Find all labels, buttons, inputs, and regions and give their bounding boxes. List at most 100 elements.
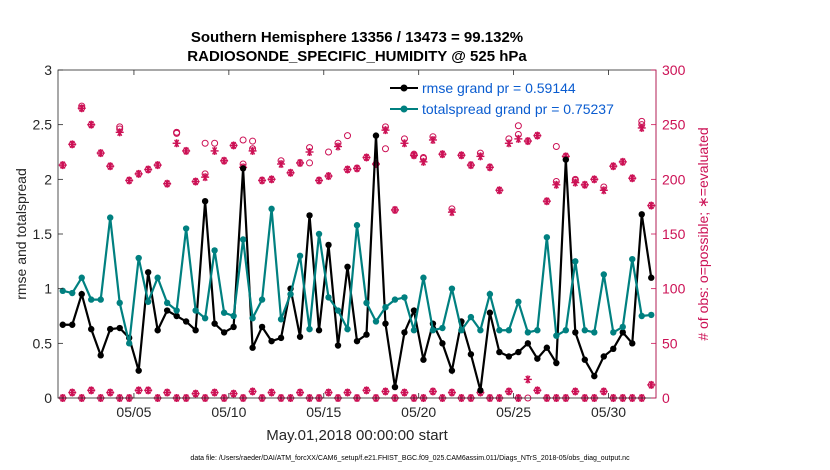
series-point-totalspread bbox=[306, 325, 313, 333]
x-tick-label: 05/15 bbox=[306, 404, 341, 420]
obs-evaluated-marker bbox=[220, 156, 229, 165]
series-point-totalspread bbox=[581, 327, 589, 334]
obs-evaluated-marker bbox=[191, 177, 200, 186]
series-point-totalspread bbox=[572, 258, 579, 265]
series-point-rmse bbox=[363, 331, 370, 338]
obs-evaluated-marker bbox=[115, 128, 124, 137]
obs-possible-marker bbox=[514, 122, 522, 130]
obs-evaluated-marker bbox=[447, 208, 456, 217]
series-point-totalspread bbox=[268, 205, 275, 213]
y-tick-label-right: 100 bbox=[662, 281, 686, 297]
obs-evaluated-marker bbox=[523, 137, 532, 146]
series-point-totalspread bbox=[429, 327, 437, 334]
chart-title-line2: RADIOSONDE_SPECIFIC_HUMIDITY @ 525 hPa bbox=[187, 48, 527, 65]
x-tick-label: 05/20 bbox=[401, 404, 436, 420]
obs-evaluated-marker bbox=[571, 387, 580, 396]
obs-possible-marker bbox=[173, 128, 181, 136]
y-axis-label-left: rmse and totalspread bbox=[13, 168, 29, 300]
series-point-rmse bbox=[296, 333, 304, 340]
obs-evaluated-marker bbox=[609, 162, 618, 171]
obs-evaluated-marker bbox=[647, 380, 656, 389]
series-point-totalspread bbox=[562, 327, 570, 334]
series-point-totalspread bbox=[553, 332, 560, 339]
series-point-totalspread bbox=[182, 225, 190, 232]
series-point-rmse bbox=[515, 348, 522, 356]
series-point-totalspread bbox=[638, 312, 645, 320]
series-point-rmse bbox=[163, 307, 171, 314]
obs-evaluated-marker bbox=[182, 146, 191, 155]
series-point-rmse bbox=[524, 340, 532, 347]
series-point-rmse bbox=[372, 132, 380, 139]
series-point-totalspread bbox=[69, 289, 76, 297]
series-point-totalspread bbox=[220, 309, 228, 316]
obs-evaluated-marker bbox=[191, 389, 200, 398]
obs-evaluated-marker bbox=[466, 161, 475, 170]
obs-evaluated-marker bbox=[381, 126, 390, 135]
y-axis-label-right: # of obs: o=possible; ∗=evaluated bbox=[695, 127, 711, 340]
series-point-rmse bbox=[477, 387, 484, 394]
obs-evaluated-marker bbox=[286, 168, 295, 177]
obs-evaluated-marker bbox=[428, 387, 437, 396]
series-point-totalspread bbox=[591, 329, 598, 336]
series-point-rmse bbox=[648, 274, 655, 281]
series-point-rmse bbox=[144, 269, 152, 276]
obs-evaluated-marker bbox=[571, 178, 580, 187]
obs-evaluated-marker bbox=[324, 388, 333, 397]
x-tick-label: 05/05 bbox=[116, 404, 151, 420]
obs-evaluated-marker bbox=[409, 151, 418, 160]
series-point-totalspread bbox=[496, 327, 503, 334]
series-point-totalspread bbox=[344, 325, 351, 333]
series-point-rmse bbox=[600, 353, 607, 360]
obs-evaluated-marker bbox=[106, 162, 115, 171]
obs-evaluated-marker bbox=[514, 134, 523, 143]
obs-evaluated-marker bbox=[248, 146, 257, 155]
series-point-totalspread bbox=[610, 329, 617, 336]
obs-possible-marker bbox=[211, 139, 219, 147]
series-point-totalspread bbox=[458, 327, 465, 334]
series-point-rmse bbox=[591, 372, 598, 380]
obs-evaluated-marker bbox=[296, 388, 305, 397]
y-tick-label-right: 0 bbox=[662, 390, 670, 406]
series-point-totalspread bbox=[515, 298, 522, 305]
series-point-totalspread bbox=[600, 271, 607, 278]
obs-evaluated-marker bbox=[457, 151, 466, 160]
obs-evaluated-marker bbox=[134, 169, 143, 178]
series-point-rmse bbox=[562, 156, 570, 163]
series-point-rmse bbox=[391, 383, 399, 391]
obs-evaluated-marker bbox=[96, 149, 105, 158]
obs-evaluated-marker bbox=[343, 165, 352, 174]
series-point-totalspread bbox=[534, 327, 541, 334]
obs-evaluated-marker bbox=[125, 176, 134, 185]
series-point-totalspread bbox=[524, 329, 532, 336]
series-point-rmse bbox=[534, 355, 541, 362]
y-tick-label-right: 250 bbox=[662, 117, 686, 133]
series-point-rmse bbox=[182, 318, 190, 325]
series-point-rmse bbox=[97, 352, 104, 359]
obs-evaluated-marker bbox=[201, 173, 210, 182]
legend-box bbox=[385, 76, 633, 120]
series-point-totalspread bbox=[116, 299, 123, 307]
series-point-rmse bbox=[268, 337, 275, 345]
series-point-totalspread bbox=[325, 294, 332, 301]
obs-evaluated-marker bbox=[599, 387, 608, 396]
series-point-rmse bbox=[467, 351, 475, 358]
obs-evaluated-marker bbox=[68, 140, 77, 149]
series-point-totalspread bbox=[277, 316, 285, 323]
obs-evaluated-marker bbox=[134, 386, 143, 395]
obs-evaluated-marker bbox=[419, 157, 428, 166]
obs-evaluated-marker bbox=[637, 123, 646, 132]
obs-possible-marker bbox=[344, 132, 352, 140]
obs-evaluated-marker bbox=[504, 139, 513, 148]
y-tick-label-left: 2 bbox=[44, 171, 52, 187]
obs-possible-marker bbox=[325, 148, 333, 156]
series-point-totalspread bbox=[648, 311, 655, 319]
series-point-rmse bbox=[258, 323, 266, 331]
obs-evaluated-marker bbox=[163, 388, 172, 397]
obs-evaluated-marker bbox=[362, 386, 371, 395]
obs-evaluated-marker bbox=[400, 139, 409, 148]
series-point-rmse bbox=[192, 327, 199, 334]
obs-evaluated-marker bbox=[590, 175, 599, 184]
series-point-totalspread bbox=[619, 323, 626, 331]
series-point-rmse bbox=[154, 327, 161, 334]
obs-evaluated-marker bbox=[153, 161, 162, 170]
